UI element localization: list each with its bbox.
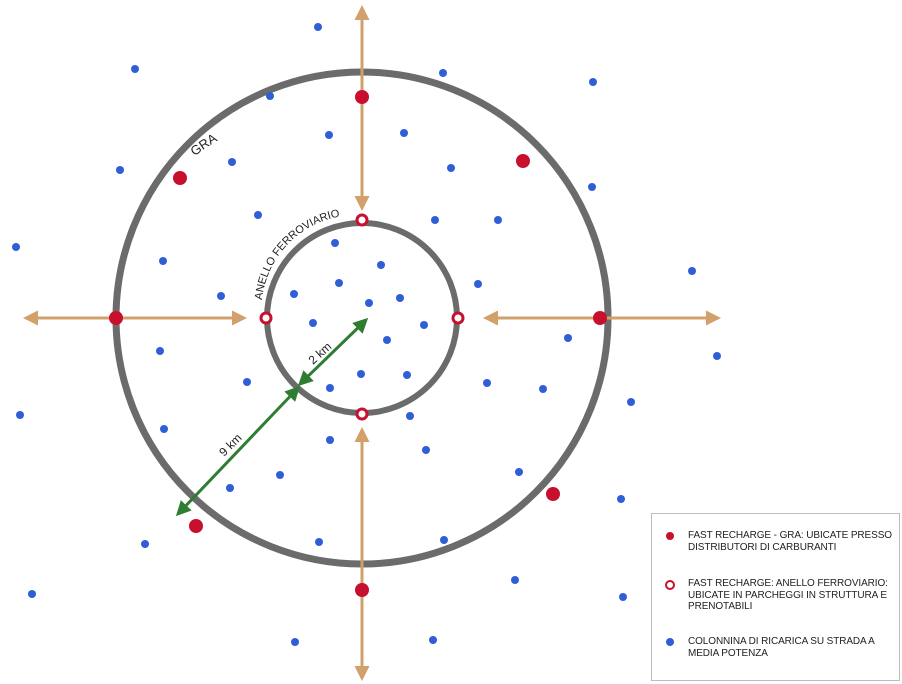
rail-fast-stations — [259, 213, 465, 421]
gra-fast-stations — [109, 90, 607, 597]
medium-power-charger-dot — [511, 576, 519, 584]
medium-power-charger-dot — [141, 540, 149, 548]
medium-power-charger-dot — [243, 378, 251, 386]
medium-power-charger-dot — [494, 216, 502, 224]
legend: FAST RECHARGE - GRA: UBICATE PRESSO DIST… — [651, 513, 900, 681]
red-dot-icon — [666, 532, 674, 540]
medium-power-charger-dot — [266, 92, 274, 100]
medium-power-charger-dot — [226, 484, 234, 492]
medium-power-charger-dot — [396, 294, 404, 302]
radius-2km-arrow — [297, 317, 369, 387]
medium-power-charger-dot — [474, 280, 482, 288]
medium-power-charger-dot — [627, 398, 635, 406]
rail-fast-station — [259, 311, 273, 325]
medium-power-charger-dot — [116, 166, 124, 174]
medium-power-charger-dot — [406, 412, 414, 420]
radius-9km-label: 9 km — [216, 431, 244, 459]
gra-fast-station — [189, 519, 203, 533]
medium-power-charger-dot — [325, 131, 333, 139]
medium-power-charger-dot — [515, 468, 523, 476]
medium-power-charger-dot — [160, 425, 168, 433]
medium-power-charger-dot — [420, 321, 428, 329]
gra-fast-station — [355, 583, 369, 597]
medium-power-charger-dot — [12, 243, 20, 251]
medium-power-charger-dot — [447, 164, 455, 172]
medium-power-charger-dot — [314, 23, 322, 31]
medium-power-charger-dot — [254, 211, 262, 219]
blue-dot-icon — [666, 638, 674, 646]
radius-9km-arrow — [175, 385, 301, 517]
medium-power-charger-dot — [713, 352, 721, 360]
gra-fast-station — [546, 487, 560, 501]
medium-power-charger-dot — [365, 299, 373, 307]
medium-power-charger-dot — [326, 436, 334, 444]
medium-power-charger-dot — [16, 411, 24, 419]
medium-power-charger-dot — [483, 379, 491, 387]
medium-power-charger-dot — [422, 446, 430, 454]
gra-fast-station — [173, 171, 187, 185]
medium-power-charger-dot — [617, 495, 625, 503]
medium-power-charger-dot — [377, 261, 385, 269]
medium-power-charger-dot — [276, 471, 284, 479]
rail-fast-station — [355, 407, 369, 421]
medium-power-charger-dot — [357, 370, 365, 378]
medium-power-charger-dot — [28, 590, 36, 598]
rail-fast-station — [451, 311, 465, 325]
medium-power-chargers — [12, 23, 721, 646]
medium-power-charger-dot — [217, 292, 225, 300]
medium-power-charger-dot — [331, 239, 339, 247]
medium-power-charger-dot — [429, 636, 437, 644]
legend-text-rail: FAST RECHARGE: ANELLO FERROVIARIO: UBICA… — [688, 578, 888, 612]
medium-power-charger-dot — [619, 593, 627, 601]
medium-power-charger-dot — [335, 279, 343, 287]
legend-text-gra: FAST RECHARGE - GRA: UBICATE PRESSO DIST… — [688, 530, 892, 553]
red-ring-icon — [665, 580, 675, 590]
medium-power-charger-dot — [539, 385, 547, 393]
rail-ring — [264, 220, 460, 416]
medium-power-charger-dot — [588, 183, 596, 191]
medium-power-charger-dot — [290, 290, 298, 298]
gra-fast-station — [516, 154, 530, 168]
medium-power-charger-dot — [439, 69, 447, 77]
medium-power-charger-dot — [564, 334, 572, 342]
medium-power-charger-dot — [589, 78, 597, 86]
medium-power-charger-dot — [403, 371, 411, 379]
medium-power-charger-dot — [291, 638, 299, 646]
gra-fast-station — [109, 311, 123, 325]
medium-power-charger-dot — [326, 384, 334, 392]
medium-power-charger-dot — [315, 538, 323, 546]
medium-power-charger-dot — [431, 216, 439, 224]
rail-label: ANELLO FERROVIARIO — [253, 207, 341, 300]
gra-fast-station — [593, 311, 607, 325]
medium-power-charger-dot — [688, 267, 696, 275]
medium-power-charger-dot — [309, 319, 317, 327]
medium-power-charger-dot — [156, 347, 164, 355]
medium-power-charger-dot — [440, 536, 448, 544]
rail-fast-station — [355, 213, 369, 227]
medium-power-charger-dot — [400, 129, 408, 137]
medium-power-charger-dot — [159, 257, 167, 265]
legend-text-blue: COLONNINA DI RICARICA SU STRADA A MEDIA … — [688, 636, 875, 659]
gra-fast-station — [355, 90, 369, 104]
medium-power-charger-dot — [131, 65, 139, 73]
medium-power-charger-dot — [228, 158, 236, 166]
medium-power-charger-dot — [383, 336, 391, 344]
